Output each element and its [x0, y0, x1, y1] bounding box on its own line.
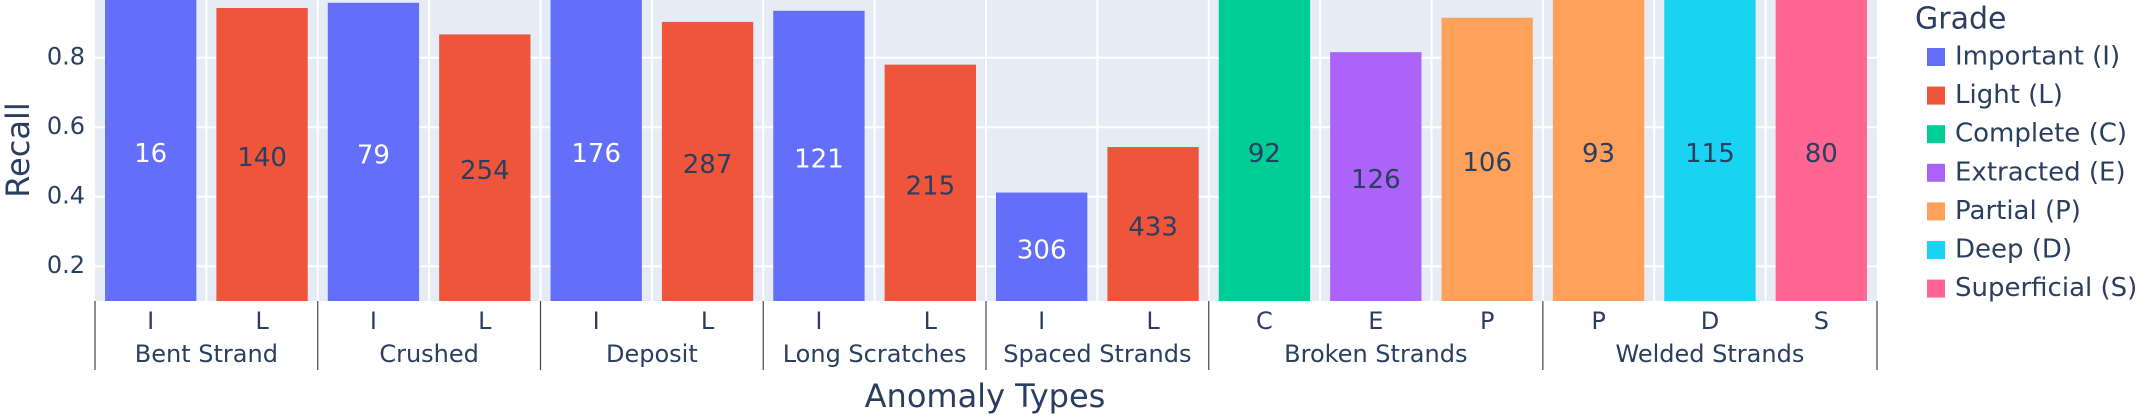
- bar-label: 254: [460, 156, 510, 186]
- x-axis-title: Anomaly Types: [865, 377, 1106, 415]
- legend-label: Important (I): [1955, 42, 2120, 72]
- x-tick-label: I: [370, 307, 377, 335]
- bar: [216, 7, 308, 301]
- bar: [550, 0, 642, 301]
- bar: [661, 21, 754, 301]
- bar: [1107, 147, 1199, 301]
- bar: [1330, 52, 1422, 301]
- bar: [105, 0, 197, 301]
- legend-label: Superficial (S): [1955, 273, 2137, 303]
- y-tick-label: 0.4: [47, 182, 85, 210]
- bar-label: 433: [1128, 213, 1178, 243]
- legend-swatch: [1927, 86, 1945, 105]
- x-tick-label: I: [593, 307, 600, 335]
- group-label: Bent Strand: [135, 340, 278, 368]
- bar-label: 92: [1248, 139, 1281, 169]
- legend-swatch: [1927, 279, 1945, 298]
- bar: [1552, 0, 1645, 301]
- bar: [1218, 0, 1311, 301]
- bar-label: 93: [1582, 139, 1615, 169]
- legend-swatch: [1927, 202, 1945, 221]
- bar-label: 80: [1805, 139, 1838, 169]
- bar-label: 126: [1351, 165, 1401, 195]
- bar-label: 176: [571, 139, 621, 169]
- y-tick-label: 0.8: [47, 43, 85, 71]
- bar: [1441, 17, 1533, 301]
- legend-label: Light (L): [1955, 80, 2063, 110]
- legend-swatch: [1927, 48, 1945, 66]
- x-tick-label: L: [255, 307, 269, 335]
- x-tick-label: L: [1146, 307, 1160, 335]
- group-label: Long Scratches: [783, 340, 967, 368]
- x-tick-label: L: [701, 307, 715, 335]
- legend-label: Complete (C): [1955, 119, 2127, 149]
- group-label: Deposit: [606, 340, 698, 368]
- x-tick-label: I: [1038, 307, 1045, 335]
- legend-label: Partial (P): [1955, 196, 2081, 226]
- legend-label: Extracted (E): [1955, 157, 2126, 187]
- legend-swatch: [1927, 125, 1945, 144]
- bar-label: 287: [683, 150, 733, 180]
- bar: [327, 2, 420, 301]
- y-axis-title: Recall: [0, 102, 37, 197]
- bar-label: 306: [1017, 235, 1067, 265]
- group-label: Welded Strands: [1616, 340, 1805, 368]
- bar-label: 106: [1462, 148, 1512, 178]
- legend-swatch: [1927, 163, 1945, 182]
- x-tick-label: D: [1701, 307, 1719, 335]
- x-tick-label: E: [1368, 307, 1383, 335]
- group-label: Spaced Strands: [1003, 340, 1191, 368]
- bar: [1775, 0, 1867, 301]
- x-tick-label: S: [1814, 307, 1829, 335]
- bar: [996, 192, 1088, 301]
- group-label: Broken Strands: [1284, 340, 1467, 368]
- bar-label: 140: [237, 143, 287, 173]
- bar: [773, 10, 865, 301]
- legend-swatch: [1927, 241, 1945, 259]
- bar-label: 16: [134, 139, 167, 169]
- bar-label: 79: [357, 140, 390, 170]
- x-tick-label: P: [1591, 307, 1605, 335]
- x-tick-label: L: [478, 307, 492, 335]
- x-tick-label: I: [815, 307, 822, 335]
- y-tick-label: 0.6: [47, 112, 85, 140]
- x-tick-label: I: [147, 307, 154, 335]
- bar: [1664, 0, 1756, 301]
- x-tick-label: C: [1256, 307, 1273, 335]
- x-tick-label: L: [924, 307, 938, 335]
- bar: [884, 64, 976, 301]
- y-tick-label: 0.2: [47, 251, 85, 279]
- bar-label: 121: [794, 144, 844, 174]
- legend-title: Grade: [1915, 2, 2006, 37]
- bar-label: 115: [1685, 139, 1735, 169]
- bar: [439, 34, 531, 301]
- legend-label: Deep (D): [1955, 235, 2072, 265]
- x-tick-label: P: [1480, 307, 1494, 335]
- group-label: Crushed: [379, 340, 479, 368]
- bar-label: 215: [905, 171, 955, 201]
